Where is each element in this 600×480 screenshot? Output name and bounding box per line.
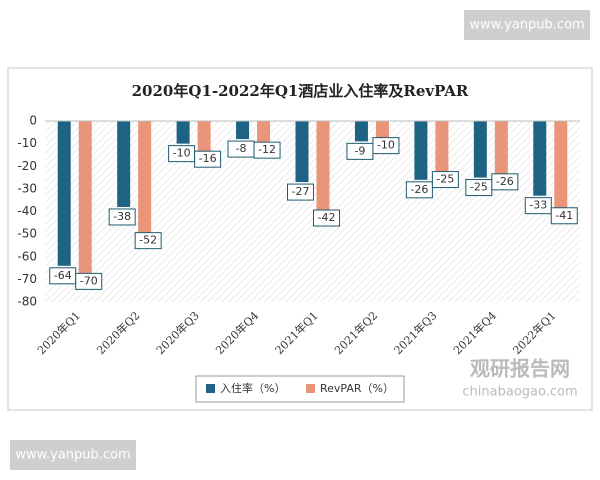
data-label-box (550, 207, 578, 225)
bar (554, 121, 568, 214)
legend-swatch (306, 384, 315, 393)
y-tick-label: -60 (17, 249, 37, 263)
y-tick-label: -20 (17, 159, 37, 173)
data-label-box (405, 181, 433, 199)
data-label-box (253, 141, 281, 159)
y-tick-label: 0 (29, 114, 37, 128)
bar (494, 121, 508, 180)
x-tick-label: 2020年Q2 (94, 308, 143, 357)
x-tick-label: 2020年Q1 (34, 308, 83, 357)
bar (176, 121, 190, 144)
bar (257, 121, 271, 149)
bar (316, 121, 330, 217)
data-label-box (313, 209, 340, 227)
data-label: -38 (113, 210, 131, 223)
y-tick-label: -70 (17, 272, 37, 286)
data-label: -8 (236, 142, 247, 155)
watermark-box (464, 10, 590, 40)
watermark-box (10, 440, 136, 470)
legend-box (195, 375, 405, 403)
data-label: -9 (354, 144, 365, 157)
data-label: -27 (292, 185, 310, 198)
watermark-brand: 观研报告网 (470, 357, 570, 381)
data-label-box (75, 272, 103, 290)
bar (138, 121, 152, 239)
y-tick-label: -80 (17, 295, 37, 309)
bar (533, 121, 547, 196)
bar (78, 121, 92, 280)
chart-title: 2020年Q1-2022年Q1酒店业入住率及RevPAR (132, 82, 469, 100)
data-label-box (134, 232, 162, 250)
x-tick-label: 2020年Q3 (153, 308, 202, 357)
data-label: -64 (54, 269, 72, 282)
data-label: -16 (199, 152, 217, 165)
y-tick-label: -40 (17, 204, 37, 218)
y-tick-label: -10 (17, 136, 37, 150)
data-label-box (491, 173, 519, 191)
bar (473, 121, 487, 178)
bar (197, 121, 211, 158)
y-tick-label: -50 (17, 227, 37, 241)
data-label: -25 (470, 181, 488, 194)
x-tick-label: 2021年Q3 (391, 308, 440, 357)
data-label: -70 (80, 274, 98, 287)
bar (117, 121, 131, 207)
data-label: -42 (318, 211, 336, 224)
data-label: -12 (258, 143, 276, 156)
data-label: -41 (555, 209, 573, 222)
bar (414, 121, 428, 180)
legend-label: 入住率（%） (220, 381, 285, 395)
data-label-box (108, 208, 136, 226)
x-tick-label: 2020年Q4 (212, 308, 261, 357)
data-label-box (194, 150, 222, 168)
data-label: -52 (139, 234, 157, 247)
bar (354, 121, 368, 142)
legend-label: RevPAR（%） (320, 382, 394, 395)
data-label-box (524, 197, 552, 215)
y-tick-label: -30 (17, 181, 37, 195)
data-label: -10 (173, 147, 191, 160)
data-label: -26 (410, 183, 428, 196)
data-label: -26 (496, 175, 514, 188)
data-label-box (287, 183, 314, 201)
bar (57, 121, 71, 266)
data-label: -25 (436, 173, 454, 186)
legend-swatch (206, 384, 215, 393)
x-tick-label: 2021年Q1 (272, 308, 321, 357)
data-label: -10 (377, 139, 395, 152)
x-tick-label: 2022年Q1 (510, 308, 559, 357)
data-label: -33 (529, 199, 547, 212)
bar (295, 121, 309, 183)
bar (236, 121, 250, 140)
x-tick-label: 2021年Q4 (450, 308, 499, 357)
watermark: www.yanpub.com (469, 18, 584, 33)
chart-frame (7, 67, 593, 411)
watermark: www.yanpub.com (15, 448, 130, 463)
data-label-box (372, 137, 400, 155)
data-label-box (431, 171, 459, 189)
watermark-url: chinabaogao.com (462, 385, 577, 400)
bar (435, 121, 449, 178)
x-tick-label: 2021年Q2 (331, 308, 380, 357)
